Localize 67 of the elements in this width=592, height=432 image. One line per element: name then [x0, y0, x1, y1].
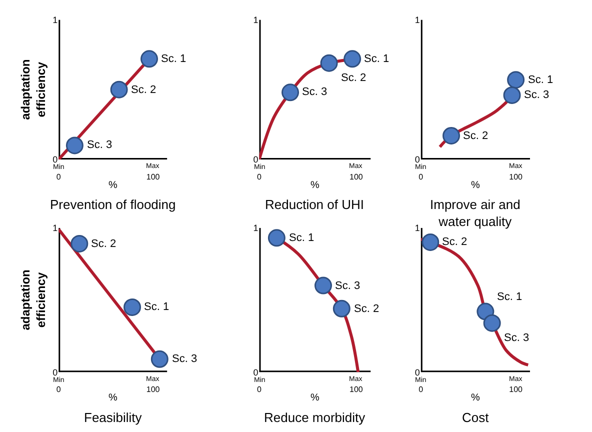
y-tick-label: 1: [52, 222, 58, 233]
text: Reduce morbidity: [264, 410, 366, 425]
annotation: Sc. 2: [131, 84, 156, 96]
annotation: Sc. 2: [91, 238, 116, 250]
point: [503, 86, 521, 104]
y-tick-label: 0: [414, 367, 420, 378]
annotation: Sc. 3: [172, 353, 198, 365]
x-axis-title: %: [108, 180, 118, 191]
point: [332, 300, 350, 318]
point: [110, 80, 128, 98]
annotation: Sc. 1: [364, 53, 390, 65]
x-tick-label: 100: [350, 385, 364, 394]
annotation: Sc. 3: [302, 86, 328, 98]
y-tick-label: 0: [253, 367, 258, 378]
point: [507, 71, 525, 89]
annotation: Sc. 3: [504, 332, 530, 344]
x-axis-title: %: [310, 392, 320, 404]
annotation: Sc. 3: [524, 89, 550, 101]
point: [320, 54, 338, 72]
annotation: Sc. 2: [442, 236, 468, 248]
x-tick-label: 100: [509, 385, 524, 394]
x-tick-label: 100: [146, 172, 160, 182]
text: Cost: [462, 410, 490, 425]
annotation: Sc. 2: [341, 72, 366, 84]
point: [442, 126, 460, 144]
annotation: Sc. 2: [463, 130, 488, 142]
point: [282, 84, 300, 102]
y-tick-label: 0: [52, 154, 58, 165]
point: [268, 229, 286, 247]
annotation: Sc. 1: [289, 232, 314, 244]
text: Feasibility: [84, 410, 142, 425]
y-tick-label: 0: [414, 154, 420, 165]
annotation: Sc. 1: [528, 74, 554, 86]
y-tick-label: 0: [253, 154, 258, 165]
text: Prevention of flooding: [50, 197, 176, 212]
y-axis-title: adaptation efficiency: [18, 270, 48, 330]
x-tick-label: 100: [146, 385, 160, 394]
x-axis-title: %: [108, 392, 118, 404]
point: [150, 350, 168, 368]
x-axis-title: %: [471, 392, 480, 404]
y-axis-title: adaptation efficiency: [18, 59, 48, 120]
y-tick-label: 0: [52, 367, 58, 378]
point: [70, 234, 88, 252]
y-tick-label: 1: [414, 222, 420, 233]
annotation: Sc. 1: [161, 53, 186, 65]
text: Improve air and water quality: [430, 197, 520, 229]
text: Reduction of UHI: [265, 197, 364, 212]
point: [344, 50, 362, 68]
y-tick-label: 1: [414, 14, 420, 25]
point: [314, 276, 332, 294]
y-tick-label: 1: [52, 14, 58, 25]
point: [422, 233, 440, 251]
x-axis-title: %: [310, 180, 320, 191]
y-tick-label: 1: [253, 14, 258, 25]
annotation: Sc. 1: [497, 291, 522, 303]
point: [483, 314, 501, 332]
x-tick-label: 100: [509, 172, 524, 182]
annotation: Sc. 2: [354, 303, 380, 315]
x-tick-label: 100: [350, 172, 364, 182]
x-axis-title: %: [471, 180, 480, 191]
point: [66, 136, 84, 154]
annotation: Sc. 1: [144, 301, 170, 313]
annotation: Sc. 3: [335, 280, 360, 292]
point: [140, 50, 158, 68]
annotation: Sc. 3: [87, 139, 112, 151]
y-tick-label: 1: [253, 222, 258, 233]
point: [124, 298, 142, 316]
